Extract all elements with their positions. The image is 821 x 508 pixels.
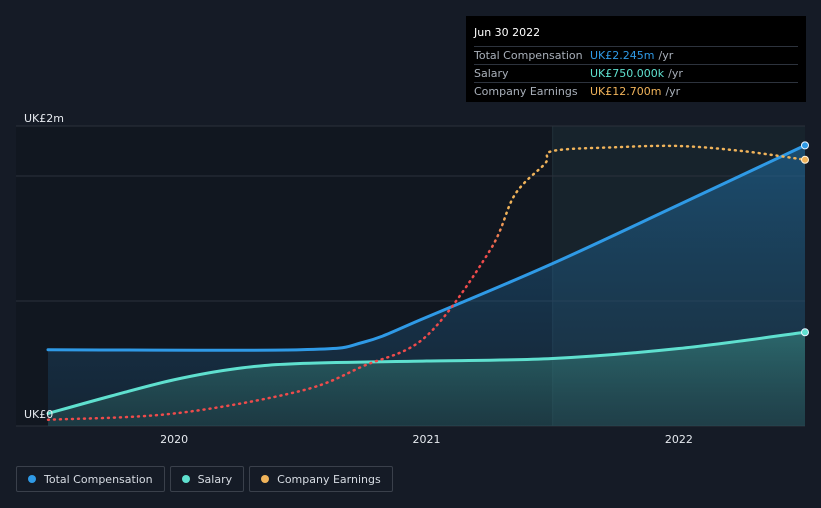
tooltip-value: UK£12.700m — [590, 85, 662, 98]
x-tick-label: 2021 — [413, 433, 441, 446]
legend-company-earnings[interactable]: Company Earnings — [249, 466, 393, 492]
series-end-marker — [801, 328, 809, 337]
tooltip-row-salary: Salary UK£750.000k /yr — [474, 64, 798, 82]
tooltip-label: Total Compensation — [474, 49, 583, 62]
tooltip-unit: /yr — [665, 85, 681, 98]
y-tick-label: UK£2m — [24, 112, 64, 125]
tooltip-row-total: Total Compensation UK£2.245m /yr — [474, 46, 798, 64]
legend-label: Company Earnings — [277, 472, 381, 486]
legend-total-compensation[interactable]: Total Compensation — [16, 466, 165, 492]
tooltip-value: UK£750.000k — [590, 67, 665, 80]
tooltip-unit: /yr — [668, 67, 683, 80]
legend: Total Compensation Salary Company Earnin… — [16, 466, 393, 492]
tooltip-unit: /yr — [658, 49, 674, 62]
tooltip-row-earnings: Company Earnings UK£12.700m /yr — [474, 82, 798, 100]
y-tick-label: UK£0 — [24, 408, 53, 421]
tooltip-date: Jun 30 2022 — [474, 26, 541, 39]
x-tick-label: 2020 — [160, 433, 188, 446]
tooltip-label: Salary — [474, 67, 509, 80]
x-tick-label: 2022 — [665, 433, 693, 446]
legend-dot-icon — [261, 475, 270, 483]
legend-dot-icon — [181, 475, 190, 483]
legend-label: Salary — [197, 472, 233, 486]
tooltip-label: Company Earnings — [474, 85, 578, 98]
legend-salary[interactable]: Salary — [169, 466, 245, 492]
series-line — [46, 143, 807, 352]
tooltip-value: UK£2.245m — [590, 49, 655, 62]
legend-dot-icon — [28, 475, 36, 483]
tooltip: Jun 30 2022 Total Compensation UK£2.245m… — [466, 16, 806, 102]
series-end-marker — [801, 141, 809, 150]
legend-label: Total Compensation — [44, 472, 153, 486]
series-line — [46, 330, 807, 415]
series-end-marker — [801, 155, 809, 164]
series-line-earnings — [46, 144, 807, 421]
